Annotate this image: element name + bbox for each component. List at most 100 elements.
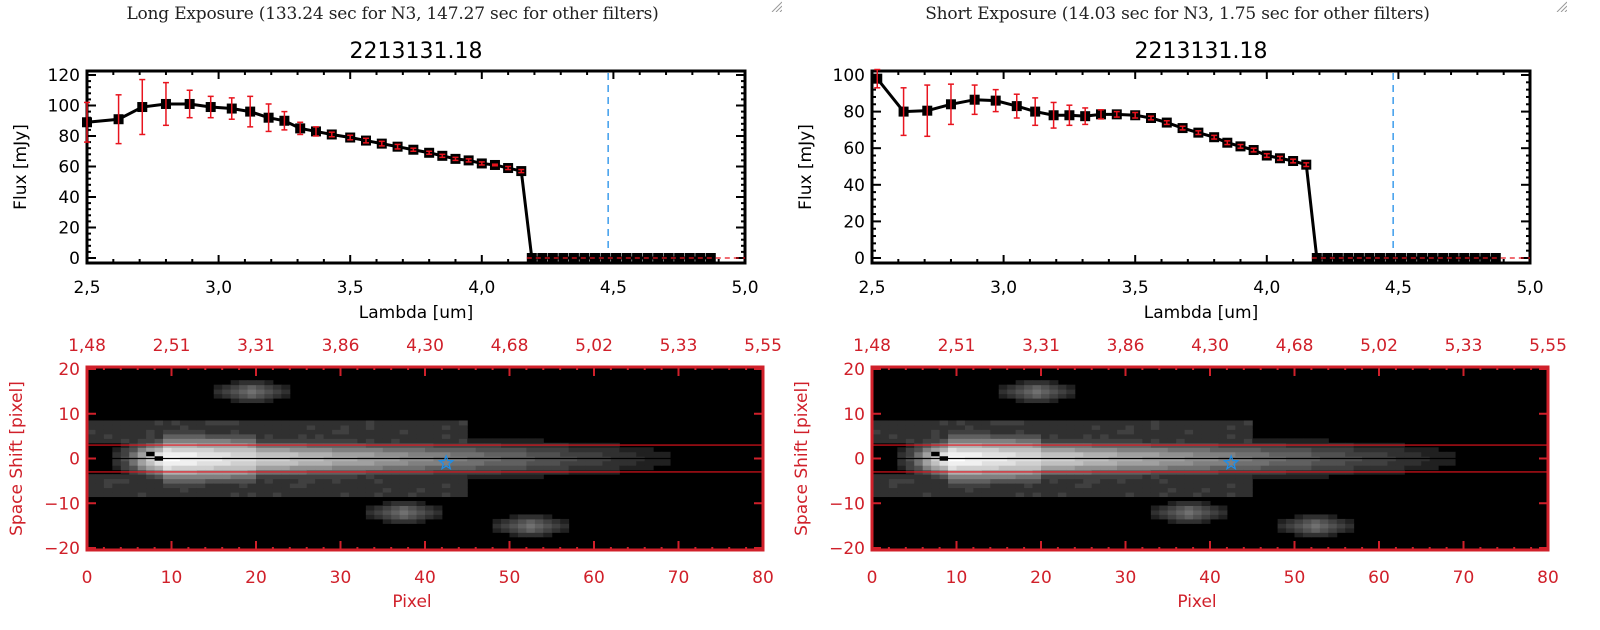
error-bar bbox=[247, 95, 254, 128]
image-pixel bbox=[399, 451, 409, 457]
image-pixel bbox=[1353, 460, 1363, 466]
image-pixel bbox=[416, 478, 426, 484]
image-pixel bbox=[348, 433, 358, 439]
image-pixel bbox=[425, 429, 434, 435]
image-pixel bbox=[1286, 518, 1295, 524]
image-pixel bbox=[1015, 447, 1025, 453]
image-pixel bbox=[264, 424, 274, 430]
image-pixel bbox=[1049, 492, 1059, 498]
image-pixel bbox=[408, 465, 418, 471]
image-pixel bbox=[1100, 433, 1110, 439]
image-pixel bbox=[205, 465, 215, 471]
image-pixel bbox=[171, 483, 181, 489]
image-pixel bbox=[467, 438, 477, 444]
image-pixel bbox=[239, 398, 249, 404]
image-pixel bbox=[501, 451, 510, 457]
image-pixel bbox=[87, 420, 96, 426]
image-pixel bbox=[1184, 447, 1194, 453]
image-pixel bbox=[1218, 492, 1228, 498]
image-pixel bbox=[1311, 451, 1321, 457]
image-pixel bbox=[939, 460, 949, 466]
image-pixel bbox=[1235, 492, 1245, 498]
image-pixel bbox=[1421, 447, 1431, 453]
image-pixel bbox=[1041, 465, 1050, 471]
image-pixel bbox=[1117, 487, 1126, 493]
image-pixel bbox=[484, 447, 494, 453]
image-pixel bbox=[247, 438, 257, 444]
bad-pixel bbox=[931, 451, 940, 457]
image-pixel bbox=[1117, 483, 1126, 489]
image-pixel bbox=[450, 429, 460, 435]
image-pixel bbox=[1193, 438, 1203, 444]
image-pixel bbox=[517, 451, 527, 457]
image-pixel bbox=[1210, 447, 1219, 453]
image-pixel bbox=[1286, 527, 1295, 533]
image-pixel bbox=[1091, 447, 1101, 453]
image-pixel bbox=[289, 424, 299, 430]
top-tick-label: 5,55 bbox=[1529, 336, 1567, 356]
image-pixel bbox=[146, 483, 156, 489]
top-tick-label: 2,51 bbox=[938, 336, 976, 356]
image-pixel bbox=[289, 492, 299, 498]
image-pixel bbox=[146, 460, 156, 466]
image-pixel bbox=[306, 424, 316, 430]
image-pixel bbox=[964, 429, 974, 435]
image-pixel bbox=[1066, 465, 1076, 471]
image-pixel bbox=[171, 474, 181, 480]
image-pixel bbox=[897, 429, 907, 435]
image-pixel bbox=[1074, 424, 1084, 430]
image-pixel bbox=[1032, 393, 1042, 399]
image-pixel bbox=[281, 465, 291, 471]
image-pixel bbox=[905, 451, 915, 457]
image-pixel bbox=[450, 474, 460, 480]
image-pixel bbox=[939, 451, 949, 457]
image-pixel bbox=[239, 492, 249, 498]
image-pixel bbox=[931, 492, 941, 498]
image-pixel bbox=[95, 492, 105, 498]
image-pixel bbox=[990, 447, 1000, 453]
image-pixel bbox=[1100, 429, 1110, 435]
image-pixel bbox=[1429, 447, 1439, 453]
image-pixel bbox=[1294, 451, 1304, 457]
image-pixel bbox=[922, 474, 932, 480]
error-bar bbox=[297, 121, 304, 136]
image-pixel bbox=[95, 420, 105, 426]
image-pixel bbox=[154, 438, 164, 444]
image-pixel bbox=[323, 483, 333, 489]
resize-grip-icon[interactable] bbox=[1555, 0, 1567, 12]
resize-grip-icon[interactable] bbox=[770, 0, 782, 12]
image-pixel bbox=[905, 447, 915, 453]
image-pixel bbox=[1176, 487, 1186, 493]
image-pixel bbox=[1007, 429, 1017, 435]
image-pixel bbox=[931, 483, 941, 489]
image-pixel bbox=[450, 487, 460, 493]
image-pixel bbox=[990, 460, 1000, 466]
image-pixel bbox=[179, 438, 189, 444]
image-pixel bbox=[433, 438, 443, 444]
image-pixel bbox=[247, 451, 257, 457]
image-pixel bbox=[112, 438, 122, 444]
error-bar bbox=[186, 89, 193, 119]
image-pixel bbox=[1311, 523, 1321, 529]
image-pixel bbox=[661, 460, 671, 466]
image-pixel bbox=[1049, 429, 1059, 435]
image-pixel bbox=[509, 465, 519, 471]
image-pixel bbox=[1294, 527, 1304, 533]
image-pixel bbox=[998, 447, 1008, 453]
image-pixel bbox=[441, 420, 451, 426]
image-pixel bbox=[1083, 483, 1093, 489]
error-bar bbox=[1097, 109, 1104, 120]
image-pixel bbox=[433, 492, 443, 498]
image-pixel bbox=[323, 478, 333, 484]
left-panel-long-exposure: Long Exposure (133.24 sec for N3, 147.27… bbox=[0, 0, 785, 630]
image-pixel bbox=[1125, 465, 1135, 471]
image-pixel bbox=[1091, 460, 1101, 466]
image-pixel bbox=[543, 527, 553, 533]
image-pixel bbox=[1336, 465, 1346, 471]
image-pixel bbox=[1066, 384, 1076, 390]
image-pixel bbox=[222, 389, 232, 395]
image-pixel bbox=[1226, 451, 1236, 457]
image-pixel bbox=[382, 474, 392, 480]
image-pixel bbox=[897, 487, 907, 493]
image-pixel bbox=[256, 420, 265, 426]
